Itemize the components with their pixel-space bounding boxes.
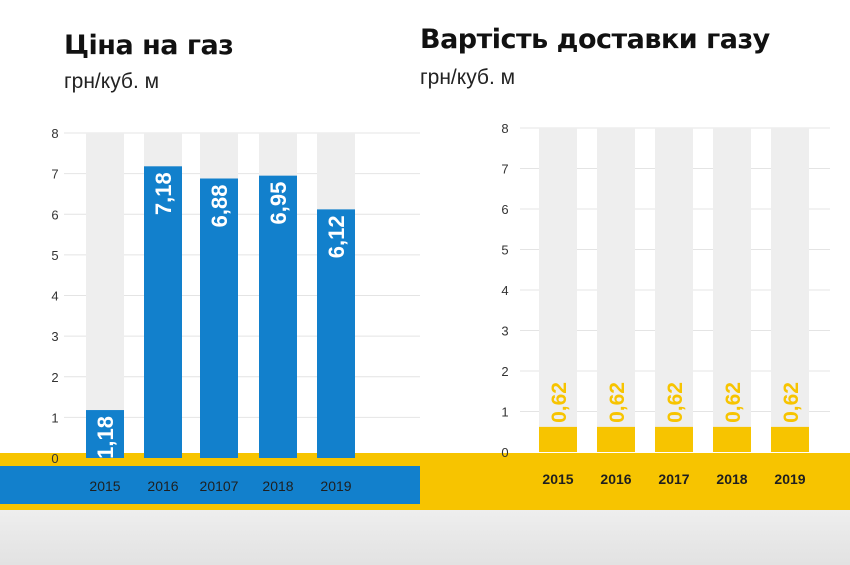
gas-price-category-label: 20107 [200,478,239,494]
gas-price-y-tick-label: 3 [51,329,58,344]
delivery-cost-y-tick-label: 5 [501,243,508,258]
gas-price-bar [200,178,238,458]
delivery-cost-category-label: 2016 [600,471,631,487]
delivery-cost-y-tick-label: 8 [501,121,508,136]
delivery-cost-bar-value-label: 0,62 [606,382,629,423]
gas-price-y-tick-label: 2 [51,370,58,385]
gas-price-category-label: 2015 [89,478,120,494]
delivery-cost-bar [655,426,693,452]
delivery-cost-bar [771,426,809,452]
delivery-cost-category-label: 2017 [658,471,689,487]
delivery-cost-category-label: 2019 [774,471,805,487]
delivery-cost-category-label: 2015 [542,471,573,487]
delivery-cost-y-tick-label: 1 [501,405,508,420]
delivery-cost-y-tick-label: 3 [501,324,508,339]
delivery-cost-bar-track [655,128,693,452]
gas-price-bar [86,410,124,458]
delivery-cost-y-tick-label: 6 [501,202,508,217]
chart-title-delivery-cost: Вартість доставки газу [420,24,770,55]
bottom-strip [0,510,850,565]
delivery-cost-y-tick-label: 7 [501,162,508,177]
delivery-cost-y-tick-label: 4 [501,283,508,298]
gas-price-bar [317,209,355,458]
gas-price-bar-value-label: 1,18 [93,416,118,459]
delivery-cost-bar-value-label: 0,62 [722,382,745,423]
delivery-cost-y-tick-label: 0 [501,445,508,460]
chart-subtitle-delivery-cost: грн/куб. м [420,66,516,89]
gas-price-bar-value-label: 6,95 [266,182,291,225]
chart-subtitle-gas-price: грн/куб. м [64,70,160,93]
gas-price-category-label: 2016 [147,478,178,494]
gas-price-bar [259,175,297,458]
delivery-cost-bar-track [597,128,635,452]
delivery-cost-category-label: 2018 [716,471,747,487]
gas-price-category-label: 2019 [320,478,351,494]
delivery-cost-bar [597,426,635,452]
chart-title-gas-price: Ціна на газ [64,30,234,61]
gas-price-y-tick-label: 1 [51,410,58,425]
gas-price-bar-value-label: 7,18 [151,172,176,215]
gas-price-y-tick-label: 4 [51,289,58,304]
gas-price-bar [144,166,182,458]
delivery-cost-bar-track [539,128,577,452]
gas-price-y-tick-label: 0 [51,451,58,466]
gas-price-category-label: 2018 [262,478,293,494]
gas-price-bar-value-label: 6,88 [207,185,232,228]
delivery-cost-bar-value-label: 0,62 [664,382,687,423]
gas-price-y-tick-label: 6 [51,207,58,222]
gas-price-y-tick-label: 7 [51,167,58,182]
delivery-cost-bar-value-label: 0,62 [548,382,571,423]
delivery-cost-bar [539,426,577,452]
gas-price-bar-track [86,133,124,458]
blue-baseline-band [0,466,420,504]
delivery-cost-bar [713,426,751,452]
gas-price-y-tick-label: 8 [51,126,58,141]
gas-price-bar-value-label: 6,12 [324,215,349,258]
delivery-cost-bar-track [713,128,751,452]
delivery-cost-bar-value-label: 0,62 [780,382,803,423]
delivery-cost-y-tick-label: 2 [501,364,508,379]
gas-price-y-tick-label: 5 [51,248,58,263]
delivery-cost-bar-track [771,128,809,452]
